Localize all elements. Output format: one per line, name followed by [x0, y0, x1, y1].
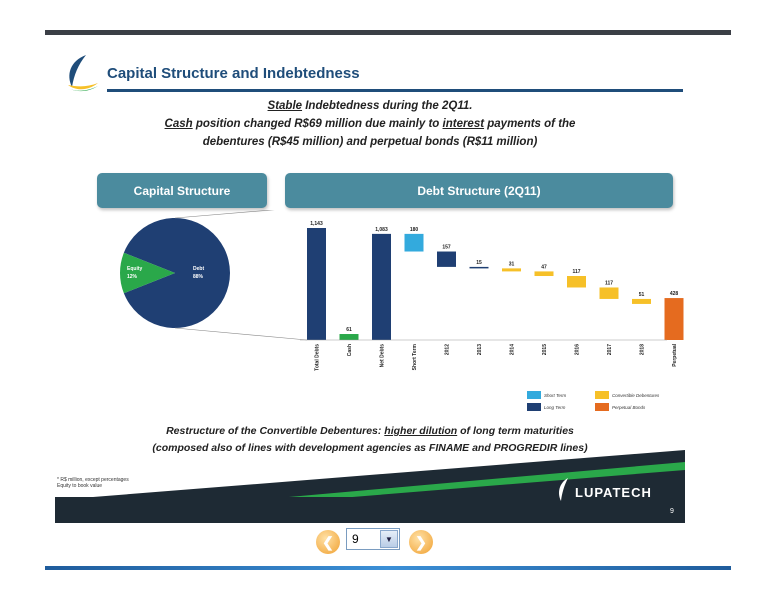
restructure-note-a: Restructure of the Convertible Debenture…	[166, 425, 385, 437]
bar-value-label-8: 117	[572, 269, 580, 275]
legend-label-2: Long Term	[544, 405, 566, 410]
category-label-6: 2014	[510, 344, 516, 355]
category-label-11: Perpetual	[672, 343, 678, 366]
top-divider	[45, 30, 731, 35]
bar-value-label-0: 1,143	[310, 221, 323, 227]
bottom-divider	[45, 566, 731, 570]
bar-1	[339, 334, 359, 340]
bar-value-label-3: 180	[410, 227, 419, 233]
connector-line-bottom	[174, 327, 308, 341]
slide-page-number: 9	[670, 508, 674, 515]
page-select[interactable]: 9 ▼	[346, 528, 400, 550]
slide-title: Capital Structure and Indebtedness	[107, 65, 360, 82]
bar-value-label-10: 51	[639, 292, 645, 298]
category-label-1: Cash	[347, 344, 353, 356]
category-label-0: Total Debts	[315, 344, 321, 371]
legend-label-1: Convertible Debentures	[612, 393, 660, 398]
pie-slice-debt	[123, 218, 230, 328]
bar-value-label-2: 1,083	[375, 227, 388, 233]
footer-band	[55, 497, 685, 523]
footnote-line-2: Equity to book value	[57, 483, 103, 489]
subtitle-stable: Stable	[267, 100, 303, 112]
arrow-left-icon: ❮	[322, 533, 334, 550]
category-label-4: 2012	[445, 344, 451, 355]
legend-label-3: Perpetual Bonds	[612, 405, 646, 410]
category-label-10: 2018	[640, 344, 646, 355]
prev-page-button[interactable]: ❮	[316, 530, 340, 554]
bar-11	[664, 298, 684, 340]
category-label-9: 2017	[607, 344, 613, 355]
category-label-8: 2016	[575, 344, 581, 355]
brand-logo-icon	[559, 478, 568, 501]
pie-value-equity: 12%	[127, 274, 138, 280]
title-underline	[107, 89, 683, 92]
page-select-value: 9	[352, 532, 359, 546]
legend-swatch-0	[527, 391, 541, 399]
debt-structure-header: Debt Structure (2Q11)	[285, 173, 673, 208]
restructure-note-b: higher dilution	[384, 425, 458, 437]
bar-value-label-9: 117	[605, 280, 613, 286]
footer-wedge	[55, 450, 685, 500]
category-label-3: Short Term	[412, 343, 418, 370]
legend-swatch-3	[595, 403, 609, 411]
bar-value-label-4: 157	[442, 245, 451, 251]
bar-value-label-1: 61	[346, 327, 352, 333]
restructure-note-c: of long term maturities	[457, 425, 574, 437]
capital-structure-header: Capital Structure	[97, 173, 267, 208]
subtitle-interest: interest	[442, 118, 485, 130]
pie-label-equity: Equity	[127, 266, 142, 272]
legend-swatch-2	[527, 403, 541, 411]
footnote: * R$ million, except percentages Equity …	[57, 477, 129, 489]
bar-5	[469, 266, 489, 269]
subtitle-line-2: Cash position changed R$69 million due m…	[55, 118, 685, 130]
category-label-5: 2013	[477, 344, 483, 355]
bar-value-label-6: 31	[509, 261, 515, 267]
legend-swatch-1	[595, 391, 609, 399]
bar-6	[502, 268, 521, 272]
pie-slice-equity	[119, 252, 175, 294]
bar-9	[599, 287, 619, 299]
legend-label-0: Short Term	[544, 393, 566, 398]
lupatech-logo-icon	[68, 55, 98, 92]
arrow-right-icon: ❯	[415, 533, 427, 550]
bar-value-label-11: 428	[670, 291, 679, 297]
subtitle-cash: Cash	[164, 118, 193, 130]
category-label-7: 2015	[542, 344, 548, 355]
bar-4	[437, 251, 456, 267]
connector-line-top	[174, 210, 275, 219]
next-page-button[interactable]: ❯	[409, 530, 433, 554]
subtitle-line-1-text: Indebtedness during the 2Q11.	[302, 100, 473, 112]
bar-2	[372, 233, 391, 340]
subtitle-line-3: debentures (R$45 million) and perpetual …	[202, 136, 538, 148]
footnote-line-1: * R$ million, except percentages	[57, 477, 129, 483]
pie-value-debt: 88%	[193, 274, 204, 280]
subtitle-line-2-text-a: position changed R$69 million due mainly…	[192, 118, 443, 130]
bar-0	[307, 228, 326, 340]
pie-label-debt: Debt	[193, 266, 204, 272]
charts-canvas: Equity 12% Debt 88% 1,143 Total Debts 61 Cash 1,…	[119, 210, 684, 411]
bar-7	[534, 271, 554, 277]
bar-10	[632, 298, 651, 304]
subtitle-line-1: Stable Indebtedness during the 2Q11.	[55, 100, 685, 112]
bar-value-label-5: 15	[476, 260, 482, 266]
chevron-down-icon[interactable]: ▼	[380, 530, 398, 548]
category-label-2: Net Debts	[380, 344, 386, 368]
slide: Capital Structure and Indebtedness Stabl…	[55, 45, 685, 523]
subtitle-line-2-text-b: payments of the	[484, 118, 576, 130]
restructure-note-line-1: Restructure of the Convertible Debenture…	[55, 425, 685, 437]
brand-name: LUPATECH	[575, 485, 652, 500]
bar-8	[567, 276, 586, 288]
bar-value-label-7: 47	[541, 264, 547, 270]
bar-3	[404, 233, 424, 252]
restructure-note-line-2: (composed also of lines with development…	[152, 442, 588, 454]
